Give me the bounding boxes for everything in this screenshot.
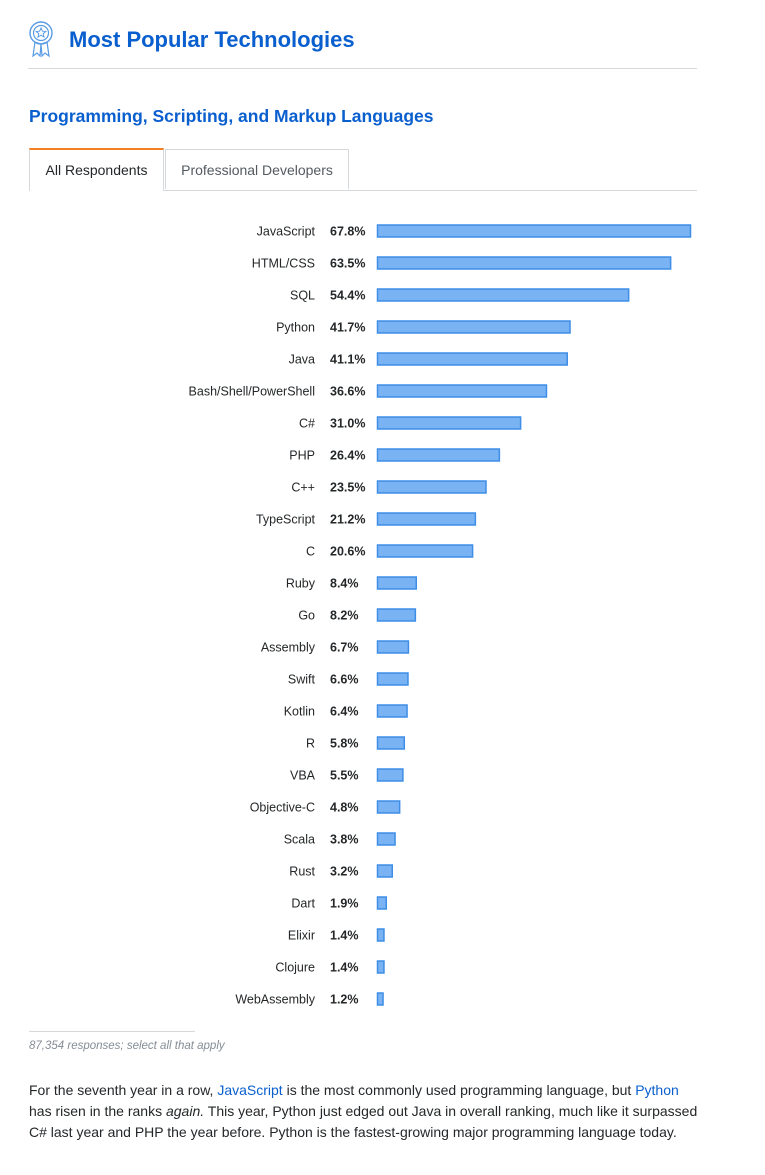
category-label-swift: Swift — [288, 673, 316, 687]
category-label-webassembly: WebAssembly — [235, 993, 315, 1007]
bar-typescript[interactable] — [376, 512, 477, 526]
category-label-python: Python — [276, 321, 315, 335]
bar-c[interactable] — [376, 416, 522, 430]
value-label-php: 26.4% — [330, 449, 365, 463]
category-label-c: C# — [299, 417, 315, 431]
value-label-c: 31.0% — [330, 417, 365, 431]
bar-clojure[interactable] — [376, 960, 385, 974]
page-title: Most Popular Technologies — [69, 27, 355, 52]
footnote-divider — [29, 1031, 195, 1032]
value-label-webassembly: 1.2% — [330, 993, 359, 1007]
category-label-bash-shell-powershell: Bash/Shell/PowerShell — [189, 385, 315, 399]
category-label-dart: Dart — [291, 897, 315, 911]
bar-html-css[interactable] — [376, 256, 672, 270]
category-label-rust: Rust — [289, 865, 315, 879]
value-label-html-css: 63.5% — [330, 257, 365, 271]
category-label-r: R — [306, 737, 315, 751]
summary-emphasis: again. — [165, 1103, 205, 1119]
tab-all-respondents[interactable]: All Respondents — [29, 148, 164, 191]
category-label-c: C++ — [291, 481, 315, 495]
bar-bash-shell-powershell[interactable] — [376, 384, 548, 398]
value-label-objective-c: 4.8% — [330, 801, 359, 815]
value-label-ruby: 8.4% — [330, 577, 359, 591]
category-label-elixir: Elixir — [288, 929, 315, 943]
bar-javascript[interactable] — [376, 224, 692, 238]
bar-kotlin[interactable] — [376, 704, 408, 718]
value-label-vba: 5.5% — [330, 769, 359, 783]
category-label-c: C — [306, 545, 315, 559]
bar-rust[interactable] — [376, 864, 394, 878]
value-label-r: 5.8% — [330, 737, 359, 751]
category-label-java: Java — [289, 353, 315, 367]
value-label-typescript: 21.2% — [330, 513, 365, 527]
value-label-go: 8.2% — [330, 609, 359, 623]
bar-dart[interactable] — [376, 896, 388, 910]
tab-professional-developers[interactable]: Professional Developers — [165, 149, 349, 189]
summary-text: is the most commonly used programming la… — [282, 1082, 636, 1098]
category-label-vba: VBA — [290, 769, 316, 783]
award-ribbon-icon — [29, 21, 53, 58]
page-header: Most Popular Technologies — [28, 20, 697, 69]
category-label-ruby: Ruby — [286, 577, 316, 591]
category-label-typescript: TypeScript — [256, 513, 316, 527]
summary-text: For the seventh year in a row, — [29, 1082, 218, 1098]
value-label-python: 41.7% — [330, 321, 365, 335]
category-label-assembly: Assembly — [261, 641, 316, 655]
value-label-dart: 1.9% — [330, 897, 359, 911]
value-label-scala: 3.8% — [330, 833, 359, 847]
summary-text: has risen in the ranks — [29, 1103, 166, 1119]
bar-php[interactable] — [376, 448, 501, 462]
category-label-php: PHP — [289, 449, 315, 463]
category-label-sql: SQL — [290, 289, 315, 303]
category-label-html-css: HTML/CSS — [252, 257, 315, 271]
bar-go[interactable] — [376, 608, 417, 622]
value-label-javascript: 67.8% — [330, 225, 365, 239]
bar-java[interactable] — [376, 352, 568, 366]
languages-bar-chart: JavaScript 67.8% HTML/CSS 63.5% SQL 54.4% Pyth… — [189, 224, 692, 1007]
responses-footnote: 87,354 responses; select all that apply — [29, 1040, 225, 1052]
value-label-rust: 3.2% — [330, 865, 359, 879]
bar-python[interactable] — [376, 320, 571, 334]
category-label-go: Go — [298, 609, 315, 623]
value-label-kotlin: 6.4% — [330, 705, 359, 719]
category-label-javascript: JavaScript — [257, 225, 316, 239]
summary-text: This year, Python just edged out Java in… — [29, 1103, 698, 1140]
section-title: Programming, Scripting, and Markup Langu… — [29, 106, 434, 126]
javascript-link[interactable]: JavaScript — [217, 1082, 283, 1098]
value-label-bash-shell-powershell: 36.6% — [330, 385, 365, 399]
respondent-tabs: All Respondents Professional Developers — [29, 148, 697, 191]
bar-elixir[interactable] — [376, 928, 385, 942]
bar-r[interactable] — [376, 736, 406, 750]
bar-swift[interactable] — [376, 672, 409, 686]
summary-paragraph: For the seventh year in a row, JavaScrip… — [29, 1080, 699, 1143]
bar-assembly[interactable] — [376, 640, 410, 654]
bar-objective-c[interactable] — [376, 800, 401, 814]
value-label-swift: 6.6% — [330, 673, 359, 687]
category-label-kotlin: Kotlin — [284, 705, 315, 719]
value-label-java: 41.1% — [330, 353, 365, 367]
bar-c[interactable] — [376, 480, 487, 494]
bar-vba[interactable] — [376, 768, 404, 782]
category-label-objective-c: Objective-C — [250, 801, 315, 815]
value-label-c: 20.6% — [330, 545, 365, 559]
value-label-sql: 54.4% — [330, 289, 365, 303]
category-label-scala: Scala — [284, 833, 315, 847]
bar-c[interactable] — [376, 544, 474, 558]
python-link[interactable]: Python — [635, 1082, 679, 1098]
bar-sql[interactable] — [376, 288, 630, 302]
value-label-elixir: 1.4% — [330, 929, 359, 943]
value-label-assembly: 6.7% — [330, 641, 359, 655]
value-label-c: 23.5% — [330, 481, 365, 495]
value-label-clojure: 1.4% — [330, 961, 359, 975]
bar-ruby[interactable] — [376, 576, 418, 590]
bar-scala[interactable] — [376, 832, 396, 846]
bar-webassembly[interactable] — [376, 992, 384, 1006]
category-label-clojure: Clojure — [275, 961, 315, 975]
